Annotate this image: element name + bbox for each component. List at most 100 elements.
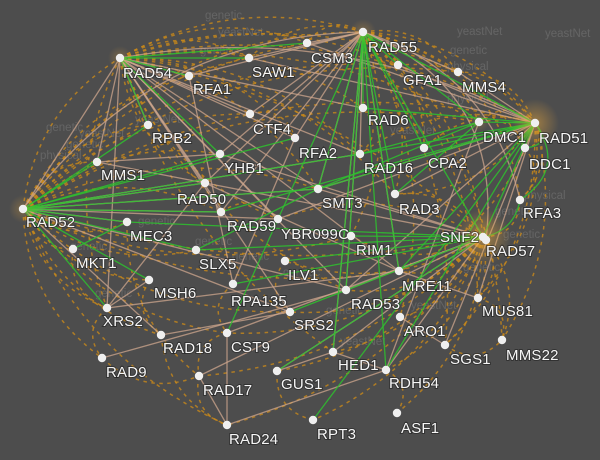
node-saw1[interactable] xyxy=(244,53,254,63)
node-rad18[interactable] xyxy=(156,330,166,340)
edge-dashed-amber-genetic xyxy=(22,208,228,334)
node-rad17[interactable] xyxy=(194,371,204,381)
edge-dashed-amber-genetic xyxy=(126,221,200,377)
node-label-aro1: ARO1 xyxy=(404,323,446,340)
node-label-mec3: MEC3 xyxy=(130,228,172,245)
node-rad53[interactable] xyxy=(341,285,351,295)
edge-solid-green xyxy=(398,122,536,272)
edge-solid-tan-physical xyxy=(160,311,291,336)
node-rim1[interactable] xyxy=(346,231,356,241)
node-msh6[interactable] xyxy=(144,275,154,285)
node-rpa135[interactable] xyxy=(228,279,238,289)
node-rad9[interactable] xyxy=(97,353,107,363)
edge-dashed-amber-genetic xyxy=(444,236,487,346)
node-mus81[interactable] xyxy=(473,293,483,303)
edge-dashed-amber-genetic xyxy=(119,57,334,353)
edge-dashed-amber-genetic xyxy=(362,31,399,66)
edge-solid-green xyxy=(332,31,364,353)
edge-solid-tan-physical xyxy=(106,279,150,309)
edge-solid-tan-physical xyxy=(276,351,334,372)
node-slx5[interactable] xyxy=(191,245,201,255)
node-rad55[interactable] xyxy=(358,27,368,37)
node-aro1[interactable] xyxy=(395,312,405,322)
node-mec3[interactable] xyxy=(122,217,132,227)
edge-solid-tan-physical xyxy=(106,182,206,309)
node-smt3[interactable] xyxy=(313,184,323,194)
node-rad57[interactable] xyxy=(481,235,491,245)
node-ctf4[interactable] xyxy=(245,109,255,119)
node-label-ctf4: CTF4 xyxy=(253,121,291,138)
node-asf1[interactable] xyxy=(392,408,402,418)
node-ilv1[interactable] xyxy=(280,256,290,266)
node-rpb2[interactable] xyxy=(143,120,153,130)
edge-solid-green xyxy=(22,208,128,223)
node-rad59[interactable] xyxy=(216,207,226,217)
edge-dashed-amber-genetic xyxy=(226,236,484,426)
watermark-text: yeastNet xyxy=(545,28,591,40)
edge-solid-green xyxy=(359,121,480,155)
node-srs2[interactable] xyxy=(285,307,295,317)
node-label-rad55: RAD55 xyxy=(368,39,417,56)
node-rad50[interactable] xyxy=(200,178,210,188)
edge-dashed-amber-genetic xyxy=(444,122,536,346)
node-rad16[interactable] xyxy=(355,149,365,159)
edge-dashed-amber-genetic xyxy=(22,208,103,359)
edge-dashed-amber-genetic xyxy=(482,236,511,341)
node-mms1[interactable] xyxy=(92,157,102,167)
node-cpa2[interactable] xyxy=(419,143,429,153)
edge-solid-green xyxy=(72,221,128,250)
edge-solid-green xyxy=(362,31,480,123)
node-label-gus1: GUS1 xyxy=(281,376,323,393)
node-rpt3[interactable] xyxy=(308,415,318,425)
edge-dashed-amber-genetic xyxy=(197,375,228,426)
node-cst9[interactable] xyxy=(222,328,232,338)
edge-solid-tan-physical xyxy=(294,31,364,139)
node-mre11[interactable] xyxy=(394,266,404,276)
edge-solid-green xyxy=(362,31,484,238)
edge-solid-tan-physical xyxy=(232,137,296,285)
node-rfa2[interactable] xyxy=(290,133,300,143)
edge-solid-green xyxy=(277,31,364,220)
node-ddc1[interactable] xyxy=(520,143,530,153)
node-mms22[interactable] xyxy=(497,335,507,345)
edge-solid-tan-physical xyxy=(119,57,347,291)
node-rad6[interactable] xyxy=(358,103,368,113)
node-dmc1[interactable] xyxy=(474,117,484,127)
node-sgs1[interactable] xyxy=(440,340,450,350)
node-hed1[interactable] xyxy=(328,347,338,357)
node-gfa1[interactable] xyxy=(393,60,403,70)
node-csm3[interactable] xyxy=(302,38,312,48)
edge-dashed-amber-genetic xyxy=(198,236,484,377)
edge-solid-tan-physical xyxy=(204,182,400,272)
node-rad3[interactable] xyxy=(390,189,400,199)
edge-dashed-amber-genetic xyxy=(477,236,494,299)
node-rad24[interactable] xyxy=(222,420,232,430)
node-rdh54[interactable] xyxy=(381,365,391,375)
node-rfa3[interactable] xyxy=(515,195,525,205)
node-rad54[interactable] xyxy=(115,53,125,63)
edge-solid-green xyxy=(226,218,279,334)
edge-solid-green xyxy=(22,208,150,281)
node-label-rfa3: RFA3 xyxy=(523,205,561,222)
node-yhb1[interactable] xyxy=(215,149,225,159)
node-ybr099c[interactable] xyxy=(273,214,283,224)
node-rfa1[interactable] xyxy=(184,71,194,81)
edge-solid-green xyxy=(22,208,197,251)
node-xrs2[interactable] xyxy=(102,303,112,313)
node-mkt1[interactable] xyxy=(68,244,78,254)
node-rad52[interactable] xyxy=(18,204,28,214)
edge-solid-tan-physical xyxy=(249,31,364,115)
node-mms4[interactable] xyxy=(453,67,463,77)
edge-dashed-amber-genetic xyxy=(92,307,108,359)
edge-dashed-amber-genetic xyxy=(444,339,503,356)
edge-solid-green xyxy=(312,122,536,421)
edge-solid-green xyxy=(119,57,149,126)
node-gus1[interactable] xyxy=(272,366,282,376)
edge-dashed-amber-genetic xyxy=(362,31,484,238)
edge-solid-green xyxy=(284,236,484,262)
node-rad51[interactable] xyxy=(530,118,540,128)
node-label-rfa1: RFA1 xyxy=(193,81,231,98)
node-label-gfa1: GFA1 xyxy=(403,72,442,89)
watermark-text: genetic xyxy=(495,206,532,218)
